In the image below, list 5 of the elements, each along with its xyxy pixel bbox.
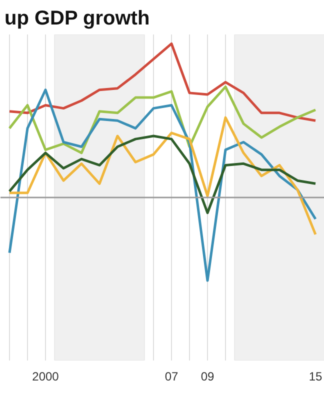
chart-title: up GDP growth xyxy=(4,8,150,30)
x-tick-label: 09 xyxy=(200,370,214,384)
x-tick-label: 07 xyxy=(164,370,178,384)
x-tick-label: 2000 xyxy=(32,370,60,384)
x-tick-label: 15 xyxy=(308,370,322,384)
